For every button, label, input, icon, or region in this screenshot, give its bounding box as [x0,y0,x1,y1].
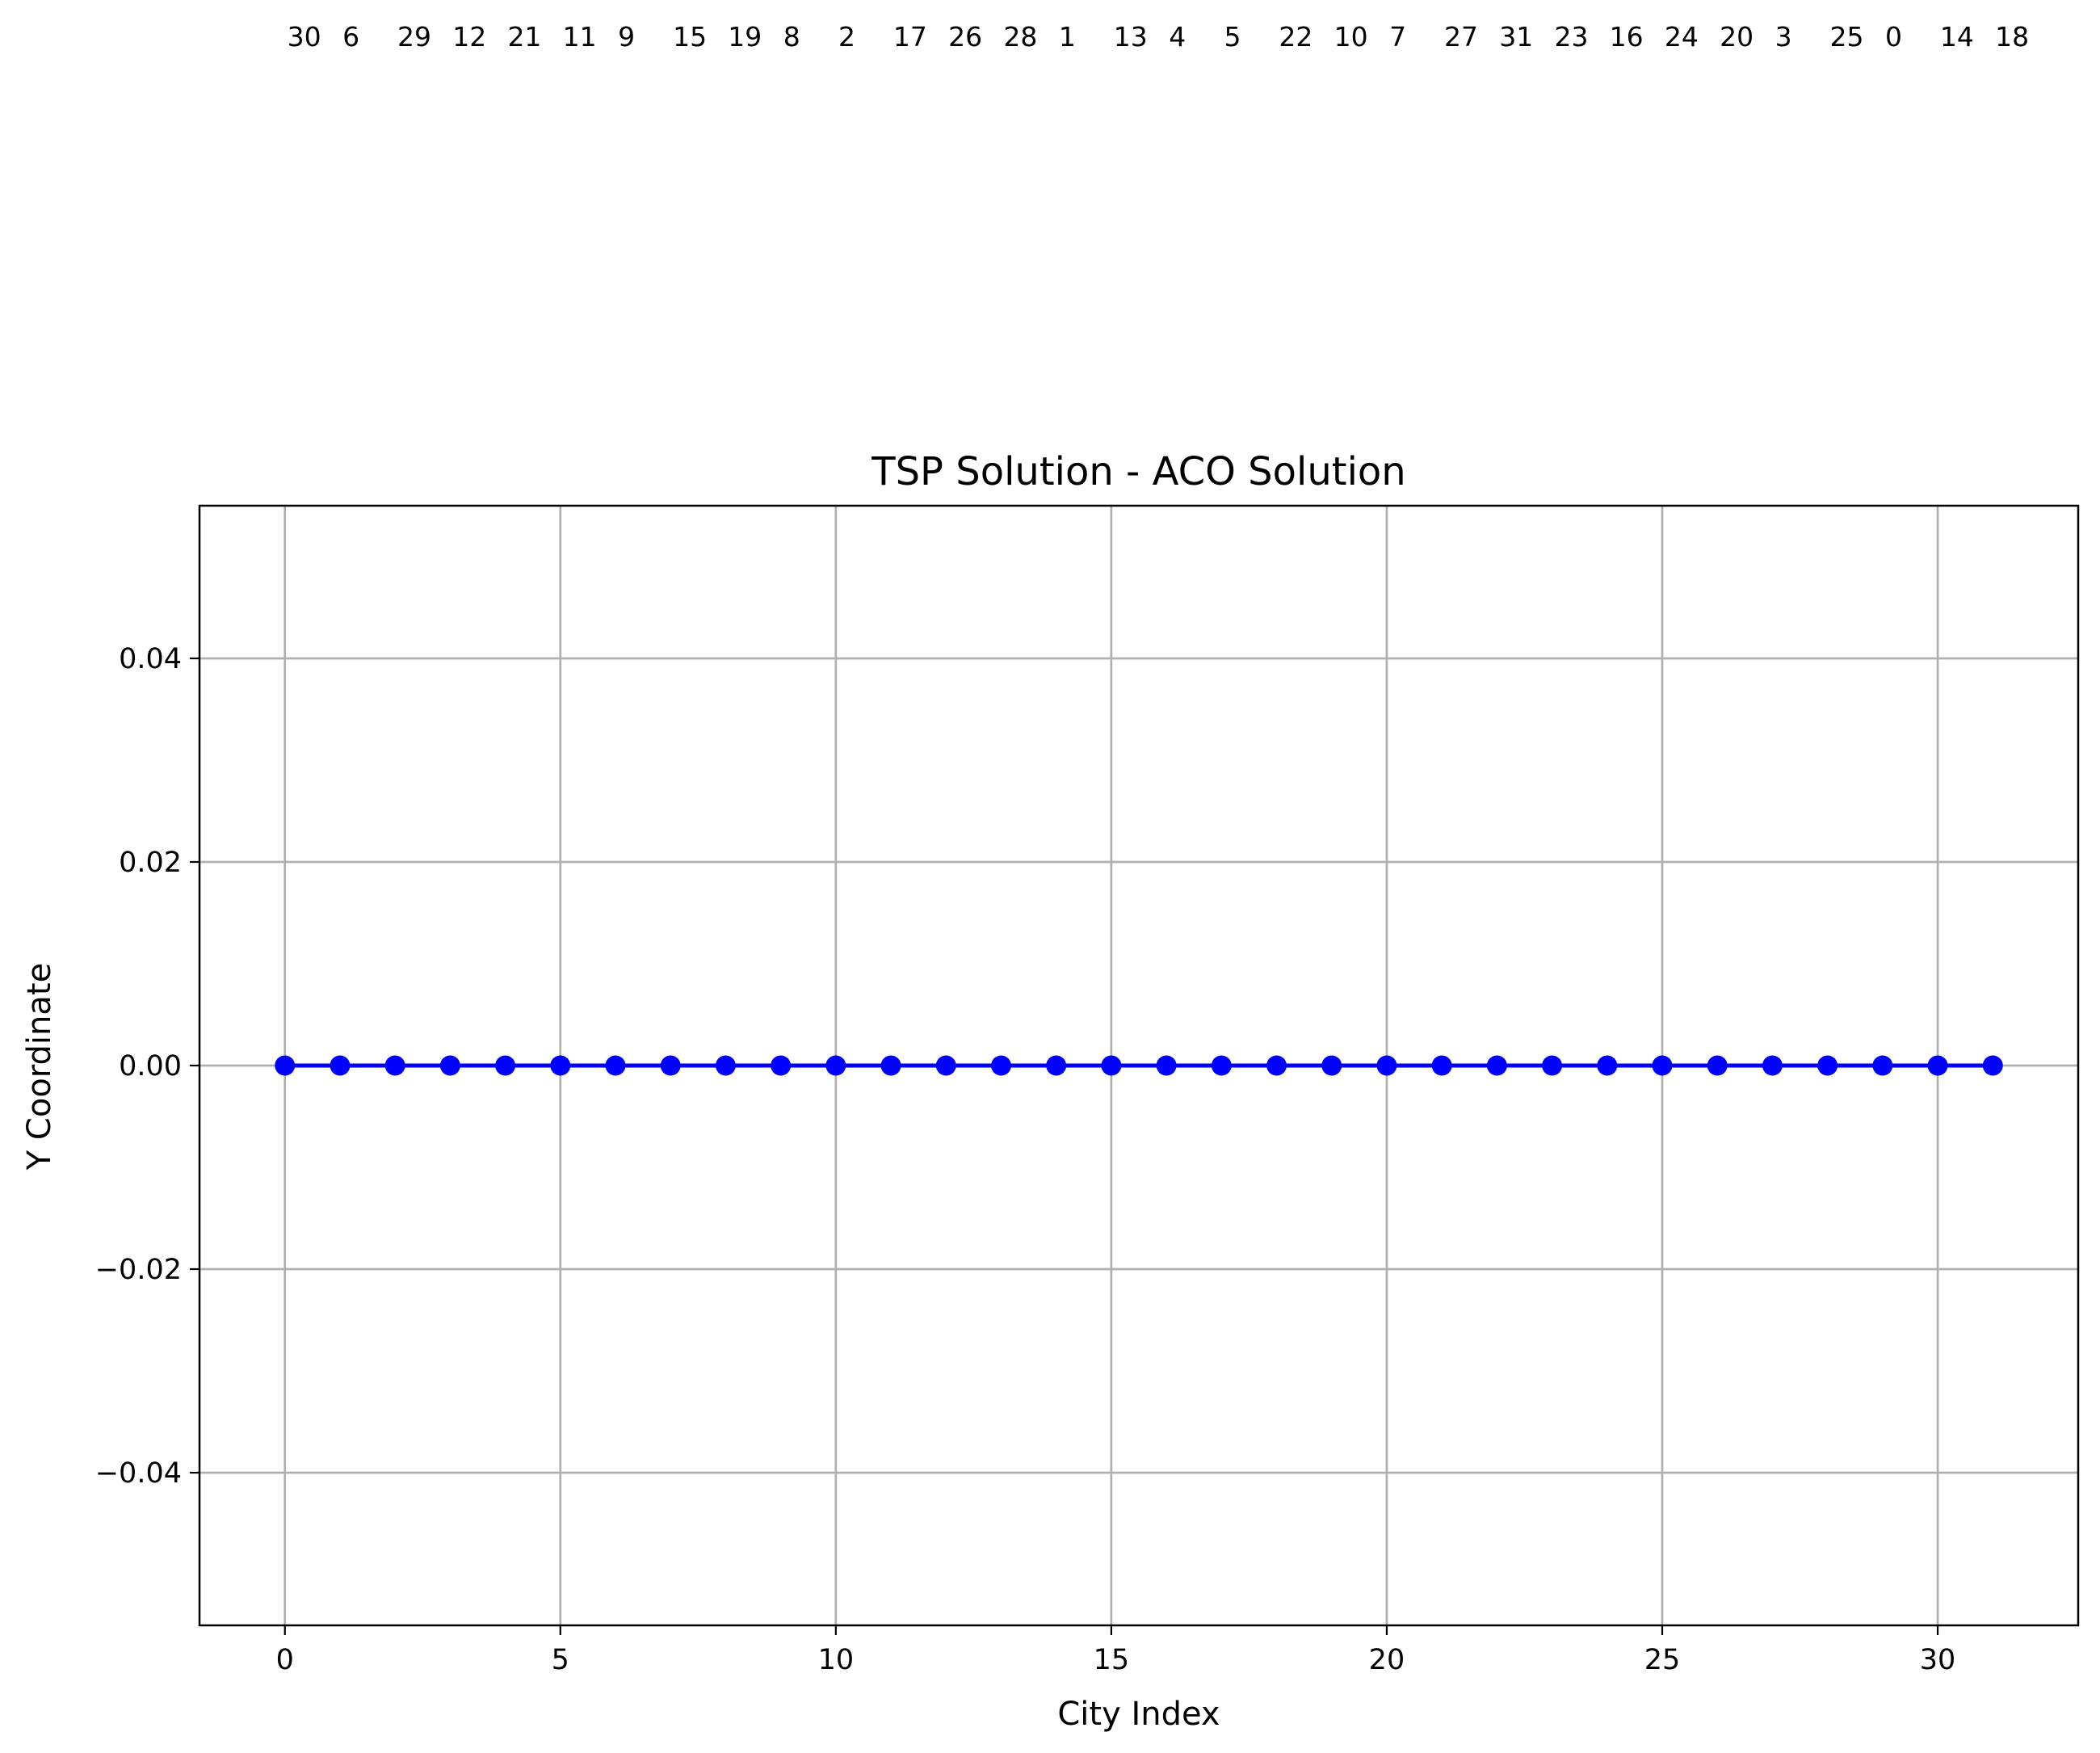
data-point [771,1055,792,1076]
data-point [990,1055,1011,1076]
data-point [275,1055,296,1076]
city-label: 24 [1665,21,1699,53]
data-point [330,1055,351,1076]
city-label: 2 [838,21,855,53]
chart-title: TSP Solution - ACO Solution [871,449,1405,494]
y-tick-label: 0.02 [119,847,182,879]
city-label: 11 [563,21,597,53]
city-label: 6 [342,21,359,53]
data-point [1156,1055,1177,1076]
data-point [1982,1055,2003,1076]
data-point [1652,1055,1673,1076]
data-point [1762,1055,1783,1076]
city-label: 31 [1499,21,1533,53]
city-label: 8 [783,21,800,53]
data-point [1872,1055,1893,1076]
data-point [1376,1055,1397,1076]
data-point [1817,1055,1838,1076]
x-tick-label: 25 [1644,1644,1681,1676]
city-label: 26 [948,21,982,53]
data-point [550,1055,571,1076]
city-label: 0 [1885,21,1902,53]
x-tick-label: 15 [1094,1644,1130,1676]
y-tick-label: 0.00 [119,1050,182,1082]
x-axis-title: City Index [1057,1696,1220,1733]
x-tick-label: 5 [552,1644,569,1676]
data-point [1211,1055,1232,1076]
data-point [384,1055,405,1076]
data-point [1542,1055,1563,1076]
data-point [1101,1055,1122,1076]
data-point [1927,1055,1948,1076]
city-label: 10 [1334,21,1368,53]
city-label: 27 [1444,21,1478,53]
city-label: 25 [1830,21,1864,53]
data-point [1597,1055,1618,1076]
data-point [825,1055,846,1076]
city-label: 12 [452,21,486,53]
x-tick-label: 30 [1920,1644,1956,1676]
city-label: 7 [1389,21,1406,53]
city-label: 23 [1554,21,1588,53]
x-tick-label: 10 [818,1644,855,1676]
y-tick-label: 0.04 [119,643,182,675]
city-labels: 30 6 29 12 21 11 9 15 19 8 2 17 26 28 1 13 4 5 22 10 7 27 31 23… [288,21,2030,53]
data-point [1321,1055,1342,1076]
city-label: 17 [893,21,927,53]
data-point [439,1055,460,1076]
y-tick-label: −0.02 [95,1254,182,1286]
y-axis-title: Y Coordinate [21,963,58,1171]
x-tick-label: 0 [276,1644,294,1676]
city-label: 13 [1114,21,1148,53]
city-label: 15 [673,21,707,53]
city-label: 30 [288,21,321,53]
city-label: 5 [1224,21,1241,53]
data-point [1266,1055,1287,1076]
city-label: 28 [1003,21,1037,53]
series-group [275,1055,2003,1076]
y-axis-ticks: −0.04 −0.02 0.00 0.02 0.04 [95,643,200,1490]
city-label: 18 [1995,21,2029,53]
city-label: 4 [1169,21,1186,53]
y-tick-label: −0.04 [95,1457,182,1490]
data-point [880,1055,901,1076]
city-label: 1 [1059,21,1076,53]
city-label: 21 [507,21,541,53]
data-point [660,1055,681,1076]
data-point [1486,1055,1507,1076]
data-point [495,1055,516,1076]
city-label: 29 [397,21,431,53]
city-label: 19 [728,21,762,53]
data-point [1431,1055,1452,1076]
x-axis-ticks: 0 5 10 15 20 25 30 [276,1625,1956,1676]
data-point [935,1055,956,1076]
x-tick-label: 20 [1369,1644,1405,1676]
data-point [715,1055,736,1076]
city-label: 22 [1279,21,1312,53]
city-label: 20 [1720,21,1754,53]
data-point [1707,1055,1728,1076]
city-label: 9 [618,21,635,53]
data-point [1046,1055,1067,1076]
city-label: 3 [1775,21,1792,53]
data-point [605,1055,626,1076]
city-label: 16 [1610,21,1644,53]
city-label: 14 [1940,21,1974,53]
